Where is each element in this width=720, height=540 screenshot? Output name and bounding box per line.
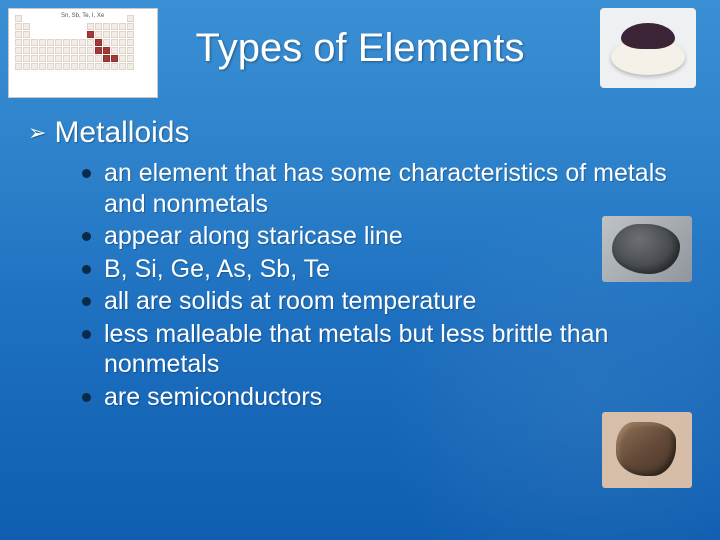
arrow-bullet-icon: ➢ [28, 120, 46, 146]
list-item: are semiconductors [80, 382, 690, 413]
slide-root: Sn, Sb, Te, I, Xe Types of Elements ➢Met… [0, 0, 720, 540]
bullet-list: an element that has some characteristics… [80, 158, 690, 414]
mineral-chunk-image [602, 412, 692, 488]
rock-sample-image [602, 216, 692, 282]
heading-text: Metalloids [54, 116, 189, 149]
list-item: all are solids at room temperature [80, 286, 690, 317]
section-heading: ➢ Metalloids [28, 116, 190, 150]
slide-title: Types of Elements [0, 26, 720, 71]
list-item: B, Si, Ge, As, Sb, Te [80, 254, 690, 285]
list-item: an element that has some characteristics… [80, 158, 690, 219]
list-item: appear along staricase line [80, 221, 690, 252]
list-item: less malleable that metals but less brit… [80, 319, 690, 380]
